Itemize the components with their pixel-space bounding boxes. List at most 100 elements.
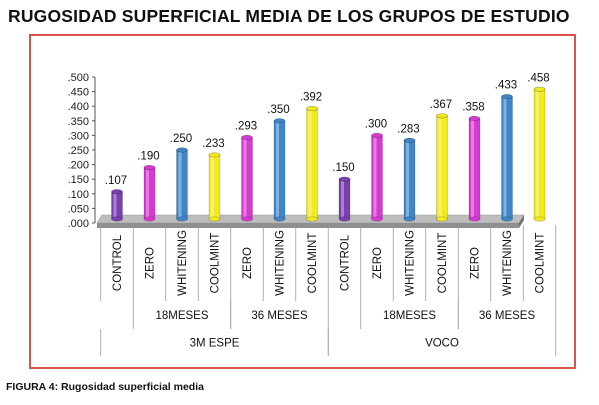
value-label: .367 (430, 99, 452, 111)
bar-base (338, 216, 351, 222)
bar-highlight (146, 167, 149, 219)
group-label: 18MESES (383, 310, 436, 322)
bar-base (533, 216, 546, 222)
value-label: .250 (170, 133, 192, 145)
bar-cap (208, 152, 221, 158)
bar (501, 96, 513, 220)
bar (111, 191, 123, 220)
bar-highlight (211, 154, 214, 219)
category-label: WHITENING (177, 230, 189, 296)
bar-cap (306, 106, 318, 112)
bar-highlight (438, 115, 442, 219)
bar-cap (338, 176, 351, 182)
category-label: COOLMINT (535, 233, 547, 294)
category-label: WHITENING (275, 230, 287, 296)
value-label: .392 (300, 92, 322, 104)
bar-highlight (471, 118, 474, 219)
bar-cap (468, 115, 481, 121)
floor-side (519, 215, 524, 228)
y-tick-label: .350 (68, 116, 89, 128)
category-label: ZERO (242, 247, 254, 279)
bar (436, 115, 448, 220)
bar-cap (533, 86, 546, 92)
y-tick-label: .300 (68, 130, 89, 142)
bar (468, 118, 481, 220)
category-label: COOLMINT (437, 233, 449, 294)
category-label: CONTROL (112, 234, 124, 291)
y-tick-label: .250 (68, 145, 89, 157)
y-tick-label: .100 (68, 189, 89, 201)
chart-title: RUGOSIDAD SUPERFICIAL MEDIA DE LOS GRUPO… (8, 6, 570, 26)
bar (306, 108, 318, 220)
bar-cap (403, 137, 416, 143)
bar-cap (176, 147, 188, 153)
value-label: .283 (397, 123, 419, 135)
bar (176, 149, 188, 220)
brand-label: VOCO (425, 338, 459, 350)
y-tick-label: .400 (68, 101, 89, 113)
category-label: COOLMINT (210, 233, 222, 294)
bar-base (208, 216, 221, 222)
value-label: .150 (332, 162, 354, 174)
group-label: 36 MESES (251, 310, 308, 322)
bar-base (143, 216, 156, 222)
bar-base (501, 216, 513, 222)
category-label: ZERO (145, 247, 157, 279)
bar (143, 167, 156, 220)
value-label: .358 (462, 101, 484, 113)
category-label: WHITENING (405, 230, 417, 296)
bar (533, 88, 546, 220)
bar (403, 140, 416, 220)
bar-base (403, 216, 416, 222)
y-axis: .000 .050 .100 .150 .200 .250 .300 .350 .400 .450… (68, 72, 96, 230)
bar-base (241, 216, 253, 222)
category-label: WHITENING (502, 230, 514, 296)
category-label: ZERO (372, 247, 384, 279)
brand-label: 3M ESPE (190, 338, 240, 350)
y-tick-label: .500 (68, 72, 89, 84)
bar-highlight (406, 140, 409, 219)
bar-highlight (243, 137, 247, 219)
value-label: .300 (365, 118, 387, 130)
bar-base (176, 216, 188, 222)
category-table: CONTROL ZERO WHITENING COOLMINT ZERO WHITENIN… (100, 225, 557, 356)
bar-cap (436, 113, 448, 119)
bar-highlight (373, 135, 377, 219)
value-labels: .107 .190 .250 .233 .293 .350 .392 .150 .300 .283… (105, 72, 550, 186)
bar-base (111, 216, 123, 222)
bar-base (306, 216, 318, 222)
bar-cap (371, 132, 383, 138)
figure-caption: FIGURA 4: Rugosidad superficial media (6, 381, 204, 393)
bar-highlight (113, 191, 117, 219)
value-label: .458 (527, 72, 549, 84)
bar (241, 137, 253, 220)
y-tick-label: .450 (68, 87, 89, 99)
y-tick-label: .000 (68, 218, 89, 230)
bar-cap (273, 118, 286, 124)
value-label: .293 (235, 120, 257, 132)
category-label: ZERO (470, 247, 482, 279)
bar (208, 154, 221, 220)
category-label: CONTROL (340, 234, 352, 291)
bar (338, 178, 351, 220)
bar-highlight (276, 120, 279, 219)
bar-highlight (341, 179, 344, 219)
bar-base (436, 216, 448, 222)
value-label: .433 (495, 80, 517, 92)
bar-base (468, 216, 481, 222)
chart-frame: .000 .050 .100 .150 .200 .250 .300 .350 .400 .450… (29, 34, 576, 369)
bar-highlight (308, 108, 312, 219)
bar-cap (143, 165, 156, 171)
value-label: .190 (137, 151, 159, 163)
bar-base (371, 216, 383, 222)
bar-series (111, 86, 546, 222)
value-label: .233 (202, 138, 224, 150)
bar-cap (111, 189, 123, 195)
category-label: COOLMINT (307, 233, 319, 294)
bar-highlight (178, 150, 182, 219)
value-label: .107 (105, 175, 127, 187)
bar (371, 135, 383, 220)
bar-highlight (503, 96, 507, 219)
bar (273, 120, 286, 220)
y-tick-label: .150 (68, 174, 89, 186)
